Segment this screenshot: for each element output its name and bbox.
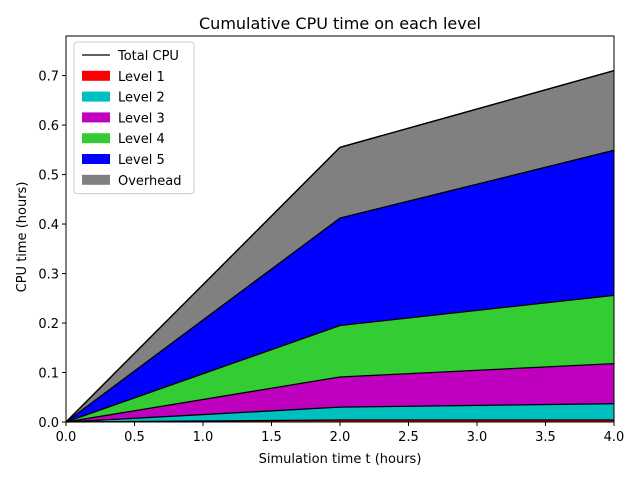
boundary-lines [65,70,615,423]
boundary-level-1 [65,419,614,423]
area-level-5 [66,150,614,423]
boundary-level-5 [65,149,615,423]
legend-label-overhead: Overhead [118,174,182,189]
legend-label-level-2: Level 2 [118,91,165,106]
x-tick-label: 2.0 [330,430,351,445]
boundary-level-4 [65,294,615,423]
y-tick-label: 0.5 [38,169,59,184]
legend-label-level-3: Level 3 [118,111,165,126]
y-axis-ticks: 0.0 0.1 0.2 0.3 0.4 0.5 0.6 0.7 [38,70,66,431]
legend-swatch-level-1 [82,70,110,81]
x-axis-ticks: 0.0 0.5 1.0 1.5 2.0 2.5 3.0 3.5 4.0 [56,422,625,445]
legend-label-total-cpu: Total CPU [117,49,179,64]
x-tick-label: 3.0 [467,430,488,445]
x-tick-label: 1.5 [261,430,282,445]
boundary-level-2 [65,403,615,423]
legend-label-level-4: Level 4 [118,132,165,147]
x-axis-title: Simulation time t (hours) [259,452,422,467]
legend-label-level-5: Level 5 [118,153,165,168]
y-tick-label: 0.4 [38,218,59,233]
area-level-3 [66,363,614,422]
stacked-areas [66,70,614,423]
area-overhead [66,70,614,423]
y-tick-label: 0.1 [38,367,59,382]
chart-title: Cumulative CPU time on each level [199,14,481,33]
total-cpu-line [65,70,615,423]
legend-label-level-1: Level 1 [118,70,165,85]
legend-swatch-level-2 [82,91,110,102]
legend-swatch-level-4 [82,133,110,144]
area-level-2 [66,403,614,422]
boundary-level-3 [65,362,615,423]
legend-swatch-level-3 [82,112,110,123]
x-tick-label: 0.0 [56,430,77,445]
y-tick-label: 0.6 [38,119,59,134]
x-tick-label: 3.5 [535,430,556,445]
y-tick-label: 0.3 [38,268,59,283]
y-axis-title: CPU time (hours) [15,182,30,293]
legend-swatch-overhead [82,174,110,185]
y-tick-label: 0.0 [38,416,59,431]
x-tick-label: 0.5 [124,430,145,445]
x-tick-label: 4.0 [604,430,625,445]
legend: Total CPU Level 1 Level 2 Level 3 Level 4 Lev… [73,41,195,195]
x-tick-label: 2.5 [398,430,419,445]
x-tick-label: 1.0 [193,430,214,445]
y-tick-label: 0.2 [38,317,59,332]
y-tick-label: 0.7 [38,70,59,85]
legend-swatch-level-5 [82,154,110,164]
area-level-4 [66,295,614,422]
